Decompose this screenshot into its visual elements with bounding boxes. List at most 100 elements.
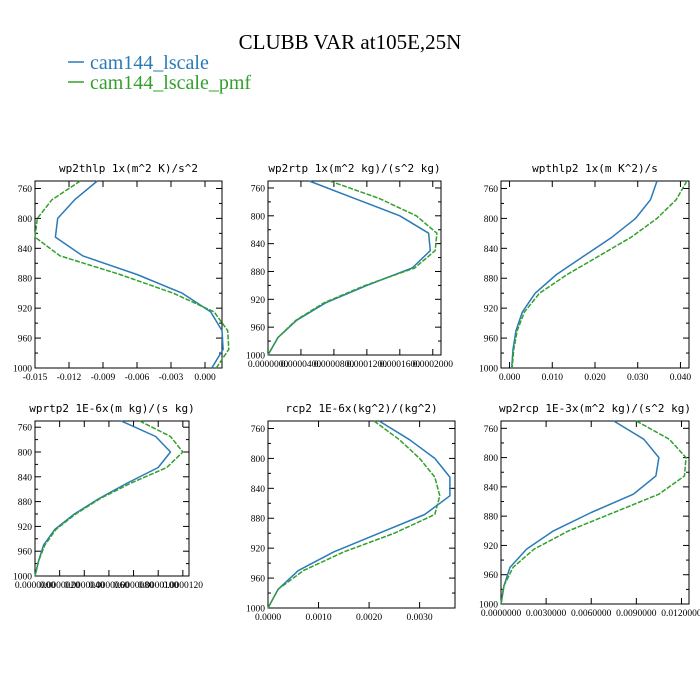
y-tick-label: 960 (484, 571, 499, 581)
series-line-cam144-lscale-pmf (267, 420, 441, 609)
x-tick-label: 0.0000060 (89, 581, 130, 591)
y-tick-label: 800 (251, 455, 266, 465)
series-line-cam144-lscale (510, 180, 658, 369)
plot-frame (267, 420, 456, 609)
panel-1: wp2thlp 1x(m^2 K)/s^2 760 800 840 880 920 960 1… (13, 162, 230, 383)
y-tick-label: 840 (18, 473, 33, 483)
y-tick-label: 760 (484, 425, 499, 435)
plot-frame (500, 180, 690, 369)
panel-title: wprtp2 1E-6x(m kg)/(s kg) (29, 402, 195, 415)
x-tick-label: 0.0000400 (281, 360, 322, 370)
y-tick-label: 1000 (13, 365, 32, 375)
y-tick-label: 800 (484, 215, 499, 225)
panel-title: wpthlp2 1x(m K^2)/s (532, 162, 658, 175)
x-tick-label: 0.0000800 (314, 360, 355, 370)
x-tick-label: 0.040 (670, 373, 692, 383)
y-tick-label: 800 (484, 454, 499, 464)
x-tick-label: 0.0001200 (347, 360, 388, 370)
series-line-cam144-lscale (500, 420, 660, 605)
panel-title: rcp2 1E-6x(kg^2)/(kg^2) (285, 402, 437, 415)
y-tick-label: 1000 (479, 365, 498, 375)
y-tick-label: 880 (18, 498, 33, 508)
series-line-cam144-lscale-pmf (267, 180, 438, 356)
y-tick-label: 840 (484, 245, 499, 255)
panel-6: wp2rcp 1E-3x(m^2 kg)/(s^2 kg)760 800 840 88… (479, 402, 700, 619)
y-tick-label: 800 (18, 449, 33, 459)
x-tick-label: 0.0000000 (15, 581, 56, 591)
x-tick-label: 0.000 (499, 373, 521, 383)
panel-4: wprtp2 1E-6x(m kg)/(s kg) 760 800 840 880 920… (13, 402, 203, 591)
series-line-cam144-lscale (267, 420, 451, 609)
y-tick-label: 760 (484, 185, 499, 195)
series-line-cam144-lscale-pmf (34, 180, 230, 369)
y-tick-label: 840 (251, 240, 266, 250)
y-tick-label: 920 (251, 545, 266, 555)
y-tick-label: 920 (18, 305, 33, 315)
x-tick-label: 0.000 (194, 373, 216, 383)
panel-5: rcp2 1E-6x(kg^2)/(kg^2) 760 800 840 880 920 96… (246, 402, 456, 623)
y-tick-label: 840 (484, 483, 499, 493)
x-tick-label: 0.0001600 (380, 360, 421, 370)
x-tick-label: 0.0010 (305, 613, 331, 623)
y-tick-label: 800 (18, 215, 33, 225)
legend: cam144_lscale cam144_lscale_pmf (68, 52, 251, 94)
y-tick-label: 880 (251, 515, 266, 525)
y-tick-label: 920 (18, 523, 33, 533)
x-tick-label: -0.012 (57, 373, 82, 383)
x-tick-label: -0.006 (125, 373, 150, 383)
x-tick-label: -0.003 (159, 373, 184, 383)
y-tick-label: 1000 (246, 352, 265, 362)
x-tick-label: 0.0000000 (481, 609, 522, 619)
y-tick-label: 840 (251, 485, 266, 495)
y-tick-label: 1000 (246, 605, 265, 615)
x-tick-label: 0.0000080 (113, 581, 154, 591)
y-tick-label: 880 (18, 275, 33, 285)
panel-title: wp2rcp 1E-3x(m^2 kg)/(s^2 kg) (499, 402, 691, 415)
x-tick-label: 0.0000100 (138, 581, 179, 591)
y-tick-label: 880 (484, 513, 499, 523)
series-line-cam144-lscale (54, 180, 224, 369)
x-tick-label: 0.010 (542, 373, 564, 383)
series-line-cam144-lscale (267, 180, 432, 356)
x-tick-label: 0.0000000 (248, 360, 289, 370)
x-tick-label: 0.0002000 (413, 360, 454, 370)
plot-frame (267, 180, 442, 356)
x-tick-label: -0.015 (23, 373, 48, 383)
x-tick-label: 0.0000 (255, 613, 281, 623)
y-tick-label: 960 (251, 324, 266, 334)
legend-label-lscale-pmf: cam144_lscale_pmf (90, 72, 251, 94)
y-tick-label: 760 (18, 424, 33, 434)
x-tick-label: -0.009 (91, 373, 116, 383)
panel-3: wpthlp2 1x(m K^2)/s 760 800 840 880 920 960 100… (479, 162, 691, 383)
plot-frame (500, 420, 690, 605)
plot-frame (34, 180, 223, 369)
y-tick-label: 880 (484, 275, 499, 285)
x-tick-label: 0.0030000 (526, 609, 567, 619)
x-tick-label: 0.0000120 (163, 581, 204, 591)
y-tick-label: 760 (251, 184, 266, 194)
x-tick-label: 0.0030 (407, 613, 433, 623)
x-tick-label: 0.0000040 (64, 581, 105, 591)
series-line-cam144-lscale-pmf (511, 180, 688, 369)
y-tick-label: 920 (484, 542, 499, 552)
y-tick-label: 1000 (479, 601, 498, 611)
x-tick-label: 0.0060000 (571, 609, 612, 619)
panel-grid: wp2thlp 1x(m^2 K)/s^2 760 800 840 880 920 960 1… (13, 162, 700, 623)
y-tick-label: 960 (18, 548, 33, 558)
y-tick-label: 800 (251, 212, 266, 222)
x-tick-label: 0.0090000 (616, 609, 657, 619)
x-tick-label: 0.0020 (356, 613, 382, 623)
y-tick-label: 880 (251, 268, 266, 278)
y-tick-label: 960 (18, 335, 33, 345)
panel-2: wp2rtp 1x(m^2 kg)/(s^2 kg)760 800 840 880 92… (246, 162, 453, 370)
y-tick-label: 920 (484, 305, 499, 315)
panel-title: wp2thlp 1x(m^2 K)/s^2 (59, 162, 198, 175)
series-line-cam144-lscale-pmf (500, 420, 687, 605)
x-tick-label: 0.030 (627, 373, 649, 383)
legend-label-lscale: cam144_lscale (90, 52, 209, 74)
y-tick-label: 840 (18, 245, 33, 255)
x-tick-label: 0.0120000 (661, 609, 700, 619)
y-tick-label: 960 (484, 335, 499, 345)
x-tick-label: 0.020 (584, 373, 606, 383)
